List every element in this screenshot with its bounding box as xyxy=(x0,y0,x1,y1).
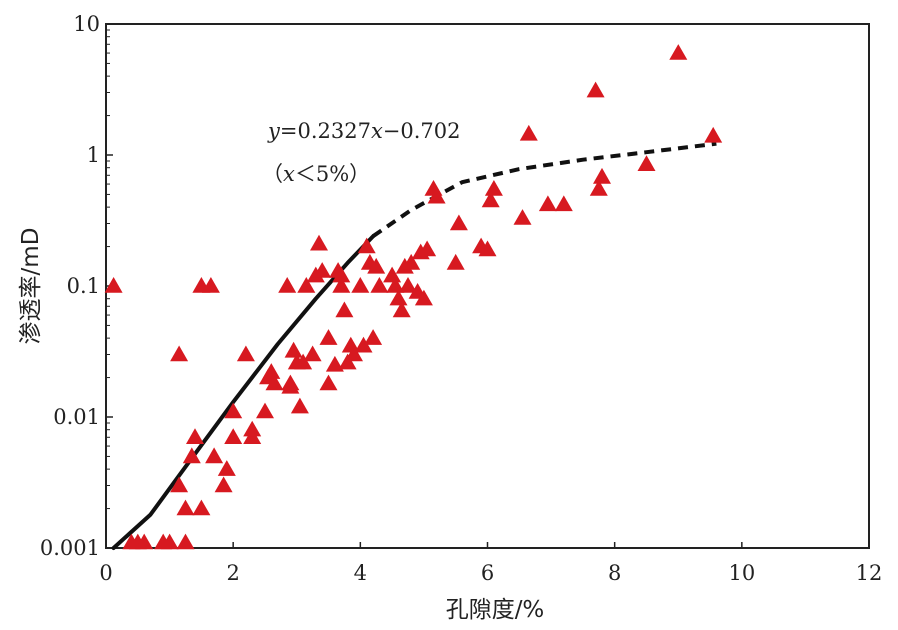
data-point xyxy=(389,289,408,306)
y-tick-label: 0.001 xyxy=(40,536,100,560)
data-point xyxy=(170,345,189,362)
y-axis: 0.001 0.01 0.1 1 10 xyxy=(40,12,113,560)
data-point xyxy=(513,209,532,225)
data-point xyxy=(297,277,316,293)
data-point xyxy=(414,289,433,306)
data-point xyxy=(593,167,611,184)
data-point xyxy=(335,301,354,318)
data-points xyxy=(104,44,723,550)
x-tick-label: 6 xyxy=(481,561,494,585)
data-point xyxy=(332,266,351,283)
data-point xyxy=(351,277,370,293)
data-point xyxy=(367,257,386,274)
data-point xyxy=(554,195,573,212)
x-axis: 0 2 4 6 8 10 12 xyxy=(99,542,882,585)
data-point xyxy=(182,447,201,464)
data-point xyxy=(214,476,233,493)
condition-open: （ xyxy=(262,162,283,186)
data-point xyxy=(284,341,303,358)
data-point xyxy=(345,345,363,362)
condition-rest: ＜5%） xyxy=(295,162,370,186)
data-point xyxy=(192,499,211,516)
x-tick-label: 0 xyxy=(99,561,112,585)
data-point xyxy=(290,397,309,414)
fit-line-solid xyxy=(111,234,376,550)
data-point xyxy=(370,277,389,293)
y-tick-label: 0.1 xyxy=(67,274,100,298)
data-point xyxy=(392,301,411,318)
data-point xyxy=(265,374,284,391)
x-tick-label: 12 xyxy=(856,561,883,585)
data-point xyxy=(176,533,195,550)
data-point xyxy=(418,240,437,257)
data-point xyxy=(399,277,417,293)
fit-condition: （x＜5%） xyxy=(262,162,370,186)
fit-equation: y=0.2327x−0.702 xyxy=(267,119,461,143)
data-point xyxy=(281,377,300,394)
x-axis-title: 孔隙度/% xyxy=(446,597,545,623)
data-point xyxy=(170,476,189,493)
condition-x: x xyxy=(283,162,295,186)
data-point xyxy=(186,428,204,444)
data-point xyxy=(586,81,605,98)
data-point xyxy=(278,277,297,293)
data-point xyxy=(310,234,328,251)
x-tick-label: 8 xyxy=(608,561,621,585)
equation-y: y xyxy=(267,119,281,143)
y-tick-label: 0.01 xyxy=(53,405,100,429)
data-point xyxy=(262,363,281,379)
data-point xyxy=(303,345,322,362)
data-point xyxy=(160,533,179,550)
data-point xyxy=(484,180,503,196)
data-point xyxy=(637,155,656,171)
data-point xyxy=(704,126,723,143)
equation-mid: =0.2327 xyxy=(280,119,371,143)
plot-frame xyxy=(105,23,870,549)
fit-curve xyxy=(111,141,717,550)
data-point xyxy=(256,402,274,419)
data-point xyxy=(325,355,344,372)
data-point xyxy=(224,428,243,444)
data-point xyxy=(669,44,688,60)
data-point xyxy=(332,277,351,293)
data-point xyxy=(402,253,421,270)
data-point xyxy=(364,329,383,345)
data-point xyxy=(538,195,557,212)
data-point xyxy=(481,191,500,208)
data-point xyxy=(135,533,154,550)
data-point xyxy=(446,253,465,270)
x-tick-label: 2 xyxy=(226,561,239,585)
data-point xyxy=(354,336,373,353)
data-point xyxy=(201,277,220,293)
y-tick-label: 10 xyxy=(73,12,100,36)
data-point xyxy=(217,460,236,476)
data-point xyxy=(449,214,468,231)
data-point xyxy=(386,277,405,293)
x-tick-label: 10 xyxy=(728,561,755,585)
data-point xyxy=(243,420,262,437)
data-point xyxy=(383,266,402,283)
fit-line-dashed xyxy=(371,141,717,238)
data-point xyxy=(294,353,313,370)
data-point xyxy=(427,187,446,204)
data-point xyxy=(236,345,255,362)
equation-rest: −0.702 xyxy=(383,119,461,143)
y-tick-label: 1 xyxy=(87,143,100,167)
x-tick-label: 4 xyxy=(354,561,367,585)
data-point xyxy=(319,329,338,345)
data-point xyxy=(338,353,357,370)
data-point xyxy=(589,180,608,196)
data-point xyxy=(176,499,195,516)
data-point xyxy=(519,124,538,141)
data-point xyxy=(104,277,123,293)
data-point xyxy=(205,447,224,464)
data-point xyxy=(319,374,338,391)
y-axis-title: 渗透率/mD xyxy=(18,228,44,345)
data-point xyxy=(224,402,243,419)
data-point xyxy=(478,240,497,257)
data-point xyxy=(313,262,332,278)
data-point xyxy=(357,237,376,254)
equation-x: x xyxy=(371,119,383,143)
